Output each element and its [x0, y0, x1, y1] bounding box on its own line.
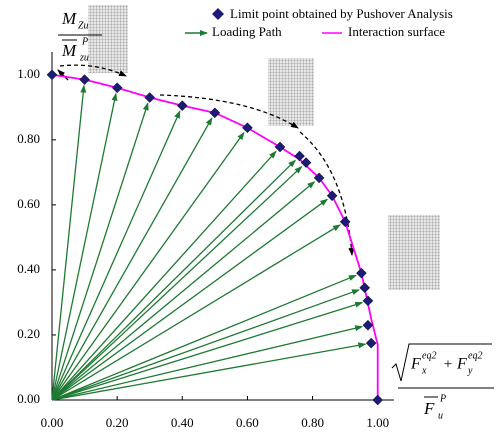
legend-label: Loading Path	[212, 24, 282, 39]
label-part: M	[61, 41, 77, 60]
loading-path	[52, 111, 180, 400]
label-part: u	[438, 410, 443, 421]
limit-point	[373, 395, 383, 405]
limit-point	[275, 142, 285, 152]
legend-marker	[212, 8, 224, 20]
label-part: P	[439, 393, 446, 404]
x-tick-label: 0.20	[106, 415, 129, 430]
label-part: zu	[79, 52, 89, 63]
y-tick-label: 0.60	[17, 196, 40, 211]
y-tick-label: 0.00	[17, 391, 40, 406]
mesh-image	[268, 58, 314, 126]
legend-label: Limit point obtained by Pushover Analysi…	[230, 6, 453, 21]
y-tick-label: 0.80	[17, 131, 40, 146]
loading-path	[52, 160, 295, 400]
limit-point	[112, 83, 122, 93]
mesh-image	[88, 5, 128, 73]
label-part: M	[61, 9, 77, 28]
label-part: eq2	[422, 350, 436, 361]
legend-label: Interaction surface	[348, 24, 445, 39]
label-part: eq2	[468, 350, 482, 361]
label-part: +	[440, 356, 456, 372]
limit-point	[366, 338, 376, 348]
limit-point	[80, 75, 90, 85]
limit-point	[356, 268, 366, 278]
legend: Limit point obtained by Pushover Analysi…	[185, 6, 453, 39]
x-tick-label: 0.40	[171, 415, 194, 430]
x-tick-label: 0.60	[236, 415, 259, 430]
limit-point	[177, 101, 187, 111]
limit-point	[145, 93, 155, 103]
x-tick-label: 0.80	[301, 415, 324, 430]
label-part: F	[423, 399, 435, 418]
label-part: P	[81, 36, 88, 47]
x-tick-label: 1.00	[366, 415, 389, 430]
deformation-arrow	[300, 132, 352, 255]
limit-point	[301, 158, 311, 168]
loading-path	[52, 327, 362, 400]
chart: Limit point obtained by Pushover Analysi…	[0, 0, 503, 436]
y-tick-label: 0.20	[17, 326, 40, 341]
limit-point	[47, 70, 57, 80]
loading-path	[52, 275, 356, 400]
loading-path	[52, 151, 276, 400]
y-tick-label: 1.00	[17, 66, 40, 81]
loading-path	[52, 133, 244, 400]
label-part: x	[421, 365, 427, 376]
limit-point	[242, 123, 252, 133]
x-tick-label: 0.00	[41, 415, 64, 430]
x-axis-label: F x eq2 + F y eq2 F u P	[392, 344, 494, 421]
y-tick-label: 0.40	[17, 261, 40, 276]
mesh-image	[388, 215, 440, 290]
label-part: Zu	[78, 20, 89, 31]
loading-path	[52, 199, 327, 400]
limit-point	[295, 151, 305, 161]
limit-point	[210, 108, 220, 118]
limit-point	[363, 296, 373, 306]
limit-point	[360, 283, 370, 293]
label-part: y	[467, 365, 473, 376]
label-part: F	[410, 356, 421, 373]
label-part: F	[456, 356, 467, 373]
